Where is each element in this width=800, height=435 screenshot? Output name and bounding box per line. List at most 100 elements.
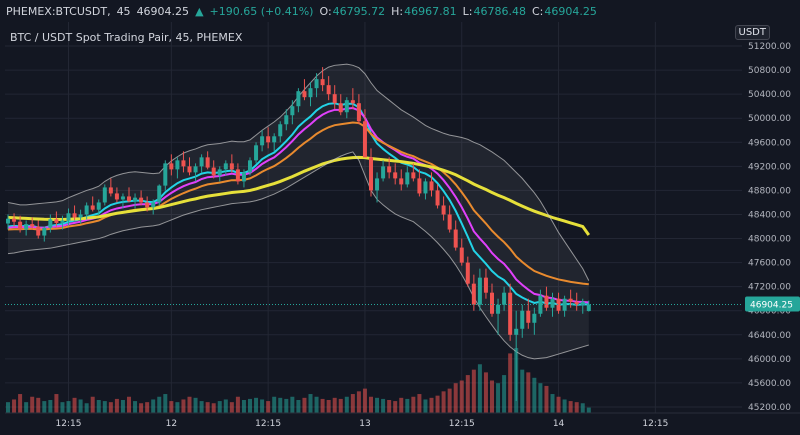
y-tick-label: 47600.00 bbox=[748, 259, 791, 269]
x-tick-label: 12:15 bbox=[449, 419, 475, 429]
candle-body bbox=[223, 163, 228, 170]
candle-body bbox=[411, 172, 416, 179]
candle-body bbox=[526, 310, 531, 323]
volume-bar bbox=[477, 364, 482, 413]
candle-body bbox=[544, 295, 549, 308]
volume-bar bbox=[332, 397, 337, 413]
price-change: +190.65 (+0.41%) bbox=[209, 4, 314, 18]
volume-bar bbox=[429, 397, 434, 413]
open-value: 46795.72 bbox=[332, 4, 386, 18]
y-tick-label: 47200.00 bbox=[748, 283, 791, 293]
volume-bar bbox=[175, 402, 180, 413]
candle-body bbox=[562, 298, 567, 311]
volume-bar bbox=[133, 401, 138, 413]
volume-bar bbox=[36, 397, 41, 413]
volume-bar bbox=[163, 394, 168, 413]
candle-body bbox=[320, 79, 325, 86]
volume-bar bbox=[375, 397, 380, 413]
candle-body bbox=[417, 178, 422, 194]
close-label: C: bbox=[531, 4, 544, 18]
candle-body bbox=[12, 218, 17, 222]
candle-body bbox=[332, 94, 337, 104]
candle-body bbox=[157, 185, 162, 203]
y-tick-label: 46400.00 bbox=[748, 331, 791, 341]
candle-body bbox=[435, 190, 440, 206]
candle-body bbox=[205, 157, 210, 168]
indicator-line bbox=[7, 121, 589, 286]
candle-body bbox=[133, 197, 138, 202]
volume-bar bbox=[459, 380, 464, 413]
y-tick-label: 48400.00 bbox=[748, 210, 791, 220]
candle-body bbox=[447, 214, 452, 230]
candle-body bbox=[356, 103, 361, 122]
candle-body bbox=[556, 298, 561, 311]
volume-bar bbox=[278, 397, 283, 413]
y-tick-label: 48800.00 bbox=[748, 186, 791, 196]
candle-body bbox=[139, 197, 144, 203]
candle-body bbox=[441, 205, 446, 215]
bollinger-band-fill bbox=[8, 64, 589, 359]
candle-body bbox=[260, 136, 265, 146]
candle-body bbox=[423, 181, 428, 194]
volume-bar bbox=[574, 402, 579, 413]
volume-bar bbox=[151, 399, 156, 413]
volume-bar bbox=[393, 401, 398, 413]
currency-unit-badge[interactable]: USDT bbox=[734, 25, 770, 40]
interval-label[interactable]: 45 bbox=[116, 4, 131, 18]
volume-bar bbox=[580, 403, 585, 413]
volume-bar bbox=[139, 403, 144, 413]
volume-bar bbox=[399, 397, 404, 413]
candle-body bbox=[387, 166, 392, 173]
symbol-label[interactable]: PHEMEX:BTCUSDT, bbox=[6, 4, 111, 18]
volume-bar bbox=[187, 396, 192, 413]
candle-body bbox=[248, 160, 252, 173]
candle-body bbox=[193, 166, 198, 173]
candle-body bbox=[42, 227, 47, 236]
y-tick-label: 45600.00 bbox=[748, 379, 791, 389]
volume-bar bbox=[532, 377, 537, 413]
volume-bar bbox=[338, 398, 343, 413]
candle-body bbox=[550, 298, 555, 308]
volume-bar bbox=[6, 402, 10, 413]
candle-body bbox=[483, 277, 488, 293]
y-tick-label: 46800.00 bbox=[748, 307, 791, 317]
volume-bar bbox=[127, 396, 131, 413]
y-tick-label: 51200.00 bbox=[748, 42, 791, 52]
candle-body bbox=[181, 160, 186, 167]
candle-body bbox=[235, 169, 240, 182]
volume-bar bbox=[465, 375, 470, 413]
volume-bar bbox=[526, 372, 531, 413]
candle-body bbox=[66, 213, 71, 221]
volume-bar bbox=[229, 402, 234, 413]
volume-bar bbox=[411, 396, 416, 413]
volume-bar bbox=[344, 396, 349, 413]
candle-body bbox=[574, 301, 579, 305]
volume-bar bbox=[54, 394, 59, 413]
candle-body bbox=[163, 163, 168, 186]
volume-bar bbox=[248, 398, 252, 413]
candle-body bbox=[477, 277, 482, 305]
x-tick-label: 12 bbox=[166, 419, 177, 429]
volume-bar bbox=[586, 407, 591, 413]
candle-body bbox=[18, 221, 23, 230]
candle-body bbox=[78, 214, 83, 218]
volume-bar bbox=[550, 394, 555, 413]
volume-bar bbox=[369, 396, 373, 413]
volume-bar bbox=[471, 369, 476, 413]
last-price-label: 46904.25 bbox=[750, 300, 793, 310]
volume-bar bbox=[326, 400, 331, 413]
volume-bar bbox=[211, 403, 216, 413]
volume-bar bbox=[90, 396, 95, 413]
volume-bar bbox=[362, 388, 367, 413]
high-label: H: bbox=[391, 4, 404, 18]
volume-bar bbox=[568, 401, 573, 413]
volume-bar bbox=[302, 397, 307, 413]
candle-body bbox=[48, 219, 53, 228]
volume-bar bbox=[508, 353, 513, 413]
candle-body bbox=[393, 172, 398, 179]
volume-bar bbox=[157, 396, 162, 413]
open-label: O: bbox=[319, 4, 332, 18]
candle-body bbox=[338, 103, 343, 113]
candle-body bbox=[187, 166, 192, 173]
volume-bar bbox=[556, 396, 561, 413]
